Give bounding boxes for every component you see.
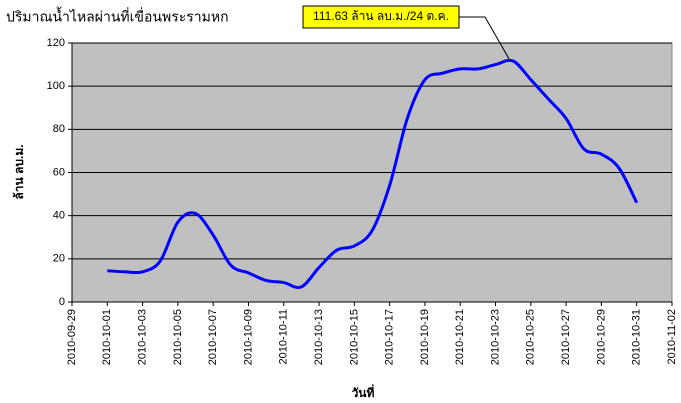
x-tick-label: 2010-10-21 [454,309,466,365]
x-tick-label: 2010-10-07 [207,309,219,365]
x-tick-label: 2010-10-31 [631,309,643,365]
annotation-box [302,5,460,29]
x-tick-label: 2010-10-01 [101,309,113,365]
annotation-leader [459,16,510,60]
y-tick-label: 0 [59,296,65,308]
annotation: 111.63 ล้าน ลบ.ม./24 ต.ค. [313,9,449,23]
x-tick-label: 2010-10-29 [595,309,607,365]
x-tick-label: 2010-10-09 [242,309,254,365]
y-tick-label: 100 [47,80,65,92]
x-tick-label: 2010-10-25 [525,309,537,365]
data-line [107,58,639,289]
x-tick-label: 2010-10-17 [384,309,396,365]
x-tick-label: 2010-10-05 [172,309,184,365]
y-tick-label: 20 [53,253,65,265]
x-tick-label: 2010-10-13 [313,309,325,365]
x-axis-title: วันที่ [352,384,375,400]
y-axis-title: ล้าน ลบ.ม. [12,144,26,199]
y-tick-label: 40 [53,210,65,222]
x-tick-label: 2010-10-11 [278,309,290,364]
y-tick-label: 60 [53,166,65,178]
x-tick-label: 2010-10-15 [348,309,360,365]
x-tick-label: 2010-11-02 [666,309,678,364]
chart-title: ปริมาณน้ำไหลผ่านที่เขื่อนพระรามหก [6,7,229,25]
x-tick-label: 2010-10-03 [136,309,148,365]
x-tick-label: 2010-09-29 [66,309,78,365]
y-tick-label: 120 [47,37,65,49]
x-tick-label: 2010-10-19 [419,309,431,365]
x-tick-label: 2010-10-27 [560,309,572,365]
y-tick-label: 80 [53,123,65,135]
x-tick-label: 2010-10-23 [489,309,501,365]
